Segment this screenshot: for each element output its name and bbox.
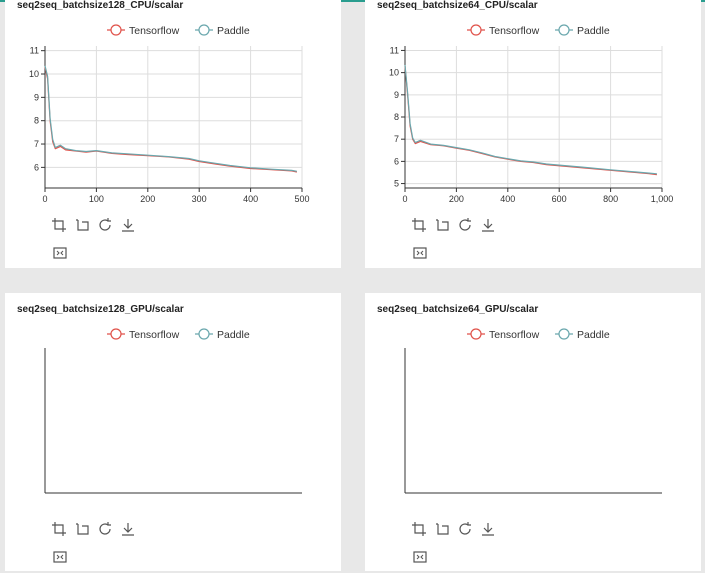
download-icon[interactable] xyxy=(120,217,136,233)
x-tick-label: 1,000 xyxy=(651,194,674,204)
chart-title: seq2seq_batchsize128_CPU/scalar xyxy=(17,0,184,11)
fullscreen-icon[interactable] xyxy=(52,549,68,565)
legend-label: Tensorflow xyxy=(129,329,180,341)
y-tick-label: 9 xyxy=(394,90,399,100)
legend: Tensorflow Paddle xyxy=(107,328,250,341)
y-tick-label: 9 xyxy=(34,92,39,102)
x-tick-label: 200 xyxy=(140,194,155,204)
download-icon[interactable] xyxy=(480,217,496,233)
legend-label: Paddle xyxy=(217,25,250,37)
y-tick-label: 6 xyxy=(394,156,399,166)
legend-label: Tensorflow xyxy=(129,25,180,37)
legend-item[interactable]: Paddle xyxy=(555,328,610,341)
y-tick-label: 7 xyxy=(394,134,399,144)
x-tick-label: 0 xyxy=(402,194,407,204)
refresh-icon[interactable] xyxy=(457,521,473,537)
legend-marker xyxy=(558,328,570,340)
fullscreen-icon[interactable] xyxy=(412,245,428,261)
x-tick-label: 800 xyxy=(603,194,618,204)
chart-card-cpu-128: seq2seq_batchsize128_CPU/scalar Tensorfl… xyxy=(5,0,341,268)
download-icon[interactable] xyxy=(120,521,136,537)
legend-item[interactable]: Paddle xyxy=(195,24,250,37)
x-tick-label: 400 xyxy=(500,194,515,204)
legend-label: Paddle xyxy=(577,25,610,37)
x-tick-label: 200 xyxy=(449,194,464,204)
series-line-paddle xyxy=(44,65,298,172)
chart-toolbar xyxy=(411,521,496,537)
refresh-icon[interactable] xyxy=(97,521,113,537)
x-tick-label: 0 xyxy=(42,194,47,204)
chart-svg: Tensorflow Paddle xyxy=(44,328,302,494)
crop-icon[interactable] xyxy=(411,521,427,537)
y-tick-label: 10 xyxy=(29,69,39,79)
legend-label: Paddle xyxy=(217,329,250,341)
y-tick-label: 10 xyxy=(389,68,399,78)
legend-marker xyxy=(198,24,210,36)
legend-marker xyxy=(110,328,122,340)
legend-marker xyxy=(470,24,482,36)
series-line-paddle xyxy=(404,64,657,175)
refresh-icon[interactable] xyxy=(97,217,113,233)
x-tick-label: 300 xyxy=(192,194,207,204)
chart-toolbar xyxy=(411,217,496,233)
crop-reset-icon[interactable] xyxy=(434,521,450,537)
chart-title: seq2seq_batchsize128_GPU/scalar xyxy=(17,304,184,315)
legend: Tensorflow Paddle xyxy=(467,328,610,341)
x-tick-label: 600 xyxy=(552,194,567,204)
series-line-tensorflow xyxy=(404,65,657,176)
fullscreen-icon[interactable] xyxy=(412,549,428,565)
y-tick-label: 11 xyxy=(30,46,39,56)
legend-item[interactable]: Tensorflow xyxy=(107,24,180,37)
chart-card-gpu-64: seq2seq_batchsize64_GPU/scalar Tensorflo… xyxy=(365,293,701,571)
chart-toolbar xyxy=(51,521,136,537)
chart-svg: Tensorflow Paddle 5 6 7 8 9 10 11 0 200 400 600 800 1,… xyxy=(389,24,674,204)
legend-label: Paddle xyxy=(577,329,610,341)
legend-item[interactable]: Tensorflow xyxy=(107,328,180,341)
y-tick-label: 11 xyxy=(390,45,399,55)
chart-title: seq2seq_batchsize64_CPU/scalar xyxy=(377,0,538,11)
legend-marker xyxy=(558,24,570,36)
chart-svg: Tensorflow Paddle xyxy=(404,328,662,494)
crop-icon[interactable] xyxy=(51,521,67,537)
crop-reset-icon[interactable] xyxy=(74,217,90,233)
legend-marker xyxy=(110,24,122,36)
chart-toolbar xyxy=(51,217,136,233)
legend: Tensorflow Paddle xyxy=(107,24,250,37)
x-tick-label: 100 xyxy=(89,194,104,204)
crop-reset-icon[interactable] xyxy=(434,217,450,233)
legend-item[interactable]: Paddle xyxy=(195,328,250,341)
y-tick-label: 7 xyxy=(34,139,39,149)
x-tick-label: 400 xyxy=(243,194,258,204)
legend-item[interactable]: Tensorflow xyxy=(467,24,540,37)
refresh-icon[interactable] xyxy=(457,217,473,233)
x-tick-label: 500 xyxy=(294,194,309,204)
fullscreen-icon[interactable] xyxy=(52,245,68,261)
legend-label: Tensorflow xyxy=(489,25,540,37)
y-tick-label: 5 xyxy=(394,179,399,189)
y-tick-label: 8 xyxy=(34,116,39,126)
chart-title: seq2seq_batchsize64_GPU/scalar xyxy=(377,304,539,315)
top-accent-bar xyxy=(0,0,705,2)
legend-label: Tensorflow xyxy=(489,329,540,341)
crop-icon[interactable] xyxy=(411,217,427,233)
legend: Tensorflow Paddle xyxy=(467,24,610,37)
y-tick-label: 8 xyxy=(394,112,399,122)
chart-card-gpu-128: seq2seq_batchsize128_GPU/scalar Tensorfl… xyxy=(5,293,341,571)
legend-marker xyxy=(198,328,210,340)
chart-svg: TensorflowPaddle5,1166789101101002003004… xyxy=(29,24,310,204)
crop-reset-icon[interactable] xyxy=(74,521,90,537)
download-icon[interactable] xyxy=(480,521,496,537)
legend-item[interactable]: Tensorflow xyxy=(467,328,540,341)
legend-marker xyxy=(470,328,482,340)
crop-icon[interactable] xyxy=(51,217,67,233)
chart-card-cpu-64: seq2seq_batchsize64_CPU/scalar Tensorflo… xyxy=(365,0,701,268)
y-tick-label: 6 xyxy=(34,162,39,172)
legend-item[interactable]: Paddle xyxy=(555,24,610,37)
